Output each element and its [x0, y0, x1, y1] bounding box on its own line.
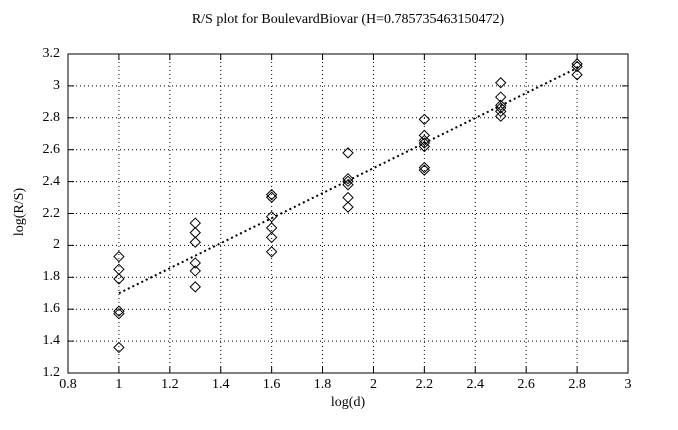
x-tick-label: 1.8	[313, 377, 332, 392]
data-point-diamond	[495, 110, 507, 122]
data-point-diamond	[265, 246, 278, 258]
data-point-diamond	[418, 129, 431, 142]
y-tick-label: 1.4	[42, 333, 61, 349]
data-point-diamond	[495, 99, 507, 112]
data-point-diamond	[342, 172, 354, 185]
data-point-diamond	[418, 140, 431, 153]
x-tick-label: 2	[369, 377, 377, 392]
data-point-diamond	[418, 113, 431, 126]
data-point-diamond	[113, 305, 125, 317]
data-point-diamond	[265, 188, 278, 201]
chart-title: R/S plot for BoulevardBiovar (H=0.785735…	[191, 12, 505, 27]
data-point-diamond	[189, 217, 201, 229]
data-point-diamond	[418, 161, 431, 174]
data-point-diamond	[342, 147, 354, 159]
x-tick-label: 3	[624, 377, 632, 392]
y-tick-label: 3	[53, 77, 60, 93]
data-point-diamond	[113, 273, 125, 285]
data-point-diamond	[342, 191, 354, 204]
data-point-diamond	[495, 105, 507, 118]
x-tick-label: 1.6	[262, 377, 281, 392]
y-tick-label: 1.8	[42, 269, 61, 285]
data-point-diamond	[571, 69, 583, 81]
data-point-diamond	[342, 179, 354, 191]
data-point-diamond	[265, 222, 278, 234]
data-point-diamond	[418, 137, 431, 149]
data-point-diamond	[189, 236, 201, 248]
y-tick-label: 3.2	[42, 46, 61, 61]
x-tick-label: 2.4	[466, 377, 485, 392]
y-tick-label: 1.2	[42, 365, 61, 380]
y-tick-label: 1.6	[42, 301, 61, 317]
data-point-diamond	[495, 102, 507, 114]
data-point-diamond	[265, 231, 278, 244]
data-point-diamond	[113, 263, 125, 276]
x-tick-label: 2.8	[568, 377, 586, 392]
data-point-diamond	[418, 164, 431, 176]
data-point-diamond	[265, 191, 278, 203]
y-tick-label: 2	[53, 237, 60, 253]
data-point-diamond	[571, 58, 583, 70]
data-point-diamond	[113, 341, 125, 354]
x-tick-label: 2.6	[517, 377, 535, 392]
data-point-diamond	[418, 134, 431, 147]
y-tick-label: 2.8	[42, 109, 61, 125]
data-point-diamond	[342, 175, 354, 188]
data-point-diamond	[342, 201, 354, 213]
data-point-diamond	[189, 265, 201, 277]
data-point-diamond	[189, 226, 201, 239]
x-tick-label: 1.2	[161, 377, 179, 392]
x-tick-label: 0.8	[59, 377, 77, 392]
data-point-diamond	[113, 250, 125, 263]
x-axis-label: log(d)	[330, 395, 366, 410]
data-point-diamond	[113, 307, 125, 320]
y-tick-label: 2.6	[42, 141, 61, 157]
data-point-diamond	[495, 91, 507, 103]
data-point-diamond	[189, 257, 201, 269]
data-point-diamond	[571, 60, 583, 73]
data-point-diamond	[189, 281, 201, 293]
x-tick-label: 1	[115, 377, 123, 392]
trend-line	[118, 65, 581, 295]
x-tick-label: 2.2	[415, 377, 434, 392]
data-point-diamond	[495, 77, 507, 89]
y-tick-label: 2.2	[42, 205, 61, 221]
y-tick-label: 2.4	[42, 173, 61, 189]
data-point-diamond	[265, 210, 278, 223]
x-tick-label: 1.4	[211, 377, 230, 392]
